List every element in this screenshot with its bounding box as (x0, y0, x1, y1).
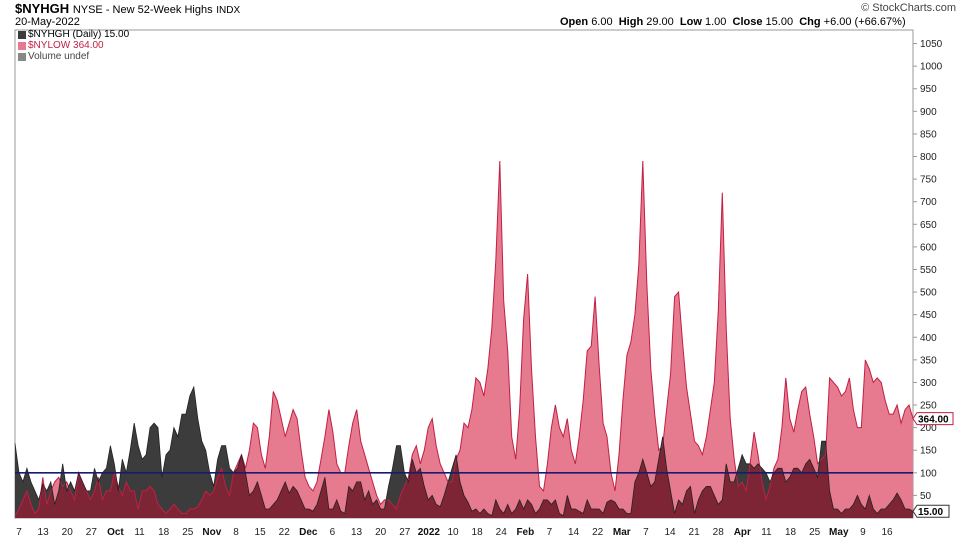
chg-label: Chg (799, 16, 821, 28)
x-tick-label: 7 (547, 527, 553, 538)
y-tick-label: 450 (920, 310, 937, 321)
x-tick-label: 20 (62, 527, 74, 538)
y-tick-label: 50 (920, 491, 932, 502)
y-tick-label: 1000 (920, 62, 943, 73)
overlap-area (15, 445, 913, 518)
y-tick-label: 1050 (920, 39, 943, 50)
y-tick-label: 750 (920, 175, 937, 186)
x-tick-label: 11 (134, 527, 145, 538)
x-tick-label: 20 (375, 527, 387, 538)
x-tick-label: 11 (761, 527, 772, 538)
legend-item-nyhgh: $NYHGH (Daily) 15.00 (18, 29, 129, 40)
ohlc-summary: Open 6.00 High 29.00 Low 1.00 Close 15.0… (560, 16, 906, 28)
y-tick-label: 400 (920, 333, 937, 344)
x-tick-label: 18 (158, 527, 170, 538)
last-value-tag-nylow (912, 412, 954, 426)
last-value-tag-nyhgh (912, 504, 950, 518)
x-tick-label: Feb (516, 527, 534, 538)
legend-label: $NYHGH (Daily) 15.00 (28, 29, 130, 40)
legend: $NYHGH (Daily) 15.00 $NYLOW 364.00 Volum… (18, 29, 129, 62)
y-tick-label: 800 (920, 152, 937, 163)
y-tick-label: 350 (920, 355, 937, 366)
x-tick-label: 9 (860, 527, 866, 538)
legend-label: Volume undef (28, 51, 90, 62)
x-tick-label: 14 (568, 527, 580, 538)
y-tick-label: 700 (920, 197, 937, 208)
x-tick-label: Apr (734, 527, 751, 538)
high-value: 29.00 (646, 16, 674, 28)
y-tick-label: 500 (920, 288, 937, 299)
x-tick-label: 7 (16, 527, 22, 538)
x-tick-label: May (829, 527, 849, 538)
x-tick-label: 16 (881, 527, 893, 538)
x-tick-label: 28 (713, 527, 725, 538)
x-tick-label: 27 (86, 527, 98, 538)
legend-item-nylow: $NYLOW 364.00 (18, 40, 129, 51)
x-tick-label: 13 (351, 527, 363, 538)
y-tick-label: 100 (920, 468, 937, 479)
nylow-area (15, 161, 913, 518)
y-tick-label: 900 (920, 107, 937, 118)
area-swatch-icon (18, 30, 26, 39)
legend-label: $NYLOW 364.00 (28, 40, 104, 51)
area-swatch-icon (18, 41, 26, 50)
low-label: Low (679, 16, 702, 28)
low-value: 1.00 (704, 16, 727, 28)
x-tick-label: 8 (233, 527, 239, 538)
high-label: High (618, 16, 644, 28)
x-tick-label: 14 (664, 527, 676, 538)
volume-bar-icon (18, 52, 26, 61)
y-tick-label: 950 (920, 84, 937, 95)
close-value: 15.00 (765, 16, 794, 28)
y-tick-label: 850 (920, 129, 937, 140)
x-tick-label: 15 (255, 527, 267, 538)
x-tick-label: 7 (643, 527, 649, 538)
chg-value: +6.00 (+66.67%) (823, 16, 906, 28)
x-tick-label: 18 (785, 527, 797, 538)
x-tick-label: Oct (107, 527, 124, 538)
chart-title: $NYHGH NYSE - New 52-Week Highs INDX (15, 1, 240, 16)
x-tick-label: 18 (472, 527, 484, 538)
y-tick-label: 300 (920, 378, 937, 389)
nylow-line (14, 160, 914, 516)
last-value-label-nylow: 364.00 (918, 415, 949, 426)
open-label: Open (560, 16, 589, 28)
open-value: 6.00 (591, 16, 613, 28)
x-tick-label: 22 (592, 527, 604, 538)
x-tick-label: 6 (330, 527, 336, 538)
x-tick-label: 10 (447, 527, 459, 538)
x-tick-label: 21 (689, 527, 701, 538)
close-label: Close (732, 16, 763, 28)
y-tick-label: 550 (920, 265, 937, 276)
symbol-description: NYSE - New 52-Week Highs (72, 4, 213, 16)
x-tick-label: 22 (279, 527, 291, 538)
x-tick-label: Dec (299, 527, 318, 538)
legend-item-volume: Volume undef (18, 51, 129, 62)
y-tick-label: 150 (920, 446, 937, 457)
y-tick-label: 200 (920, 423, 937, 434)
chart-date: 20-May-2022 (15, 16, 80, 28)
y-tick-label: 600 (920, 242, 937, 253)
nyhgh-line (14, 385, 914, 517)
x-tick-label: 25 (182, 527, 194, 538)
last-value-label-nyhgh: 15.00 (918, 507, 943, 518)
x-tick-label: Nov (202, 527, 221, 538)
y-tick-label: 650 (920, 220, 937, 231)
x-tick-label: Mar (613, 527, 631, 538)
x-tick-label: 25 (809, 527, 821, 538)
x-tick-label: 24 (496, 527, 508, 538)
watermark: © StockCharts.com (861, 2, 956, 14)
symbol: $NYHGH (15, 1, 70, 16)
exchange-label: INDX (216, 5, 241, 16)
x-tick-label: 27 (399, 527, 411, 538)
y-tick-label: 250 (920, 401, 937, 412)
x-tick-label: 13 (38, 527, 50, 538)
x-tick-label: 2022 (418, 527, 441, 538)
